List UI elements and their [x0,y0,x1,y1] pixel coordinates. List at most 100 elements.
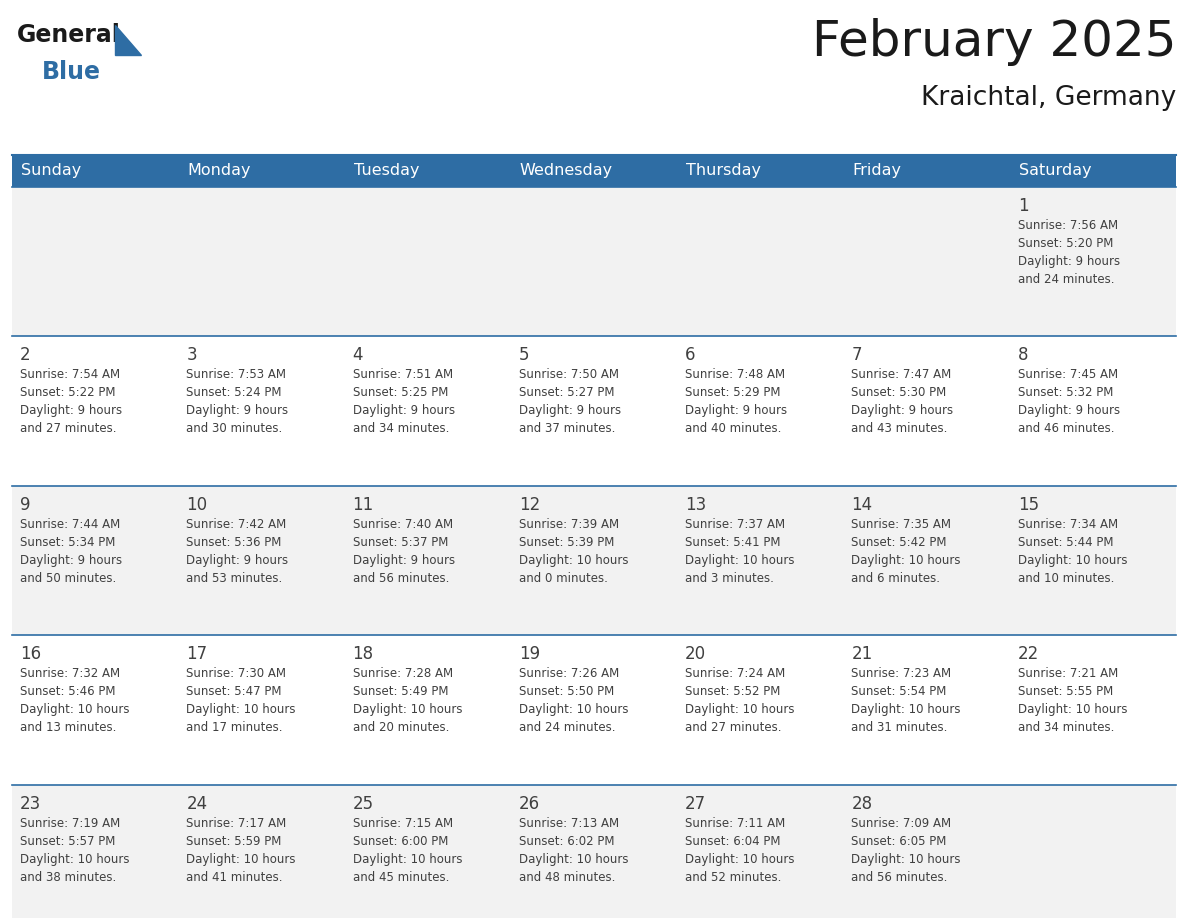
Text: Daylight: 9 hours: Daylight: 9 hours [20,405,122,418]
Bar [677,187,843,336]
Text: Sunrise: 7:21 AM: Sunrise: 7:21 AM [1018,667,1118,680]
Bar [1010,785,1176,918]
Bar [345,486,511,635]
Text: Daylight: 10 hours: Daylight: 10 hours [353,703,462,716]
Text: Sunset: 6:00 PM: Sunset: 6:00 PM [353,834,448,847]
Text: Daylight: 10 hours: Daylight: 10 hours [852,554,961,566]
Text: and 24 minutes.: and 24 minutes. [519,722,615,734]
Polygon shape [115,25,141,55]
Text: Daylight: 10 hours: Daylight: 10 hours [685,554,795,566]
Text: 14: 14 [852,496,872,514]
Text: Daylight: 9 hours: Daylight: 9 hours [353,405,455,418]
Text: Sunrise: 7:24 AM: Sunrise: 7:24 AM [685,667,785,680]
Text: Sunset: 5:52 PM: Sunset: 5:52 PM [685,685,781,699]
Text: Sunset: 5:44 PM: Sunset: 5:44 PM [1018,536,1113,549]
Text: and 24 minutes.: and 24 minutes. [1018,273,1114,286]
Text: Wednesday: Wednesday [520,162,613,177]
Text: Sunday: Sunday [21,162,81,177]
Text: Sunset: 6:02 PM: Sunset: 6:02 PM [519,834,614,847]
Bar [511,187,677,336]
Text: Friday: Friday [853,162,902,177]
Text: 13: 13 [685,496,707,514]
Text: Kraichtal, Germany: Kraichtal, Germany [921,85,1176,111]
Text: 27: 27 [685,795,707,812]
Text: Sunset: 5:24 PM: Sunset: 5:24 PM [187,386,282,399]
Text: and 31 minutes.: and 31 minutes. [852,722,948,734]
Text: 5: 5 [519,346,530,364]
Text: Sunset: 5:39 PM: Sunset: 5:39 PM [519,536,614,549]
Text: Sunset: 5:49 PM: Sunset: 5:49 PM [353,685,448,699]
Text: Sunset: 6:05 PM: Sunset: 6:05 PM [852,834,947,847]
Text: Sunset: 5:25 PM: Sunset: 5:25 PM [353,386,448,399]
Text: Sunrise: 7:13 AM: Sunrise: 7:13 AM [519,817,619,830]
Bar [12,785,178,918]
Text: and 17 minutes.: and 17 minutes. [187,722,283,734]
Bar [843,486,1010,635]
Text: and 56 minutes.: and 56 minutes. [852,870,948,884]
Text: and 41 minutes.: and 41 minutes. [187,870,283,884]
Bar [677,336,843,486]
Bar [843,635,1010,785]
Text: 8: 8 [1018,346,1029,364]
Text: Sunrise: 7:19 AM: Sunrise: 7:19 AM [20,817,120,830]
Text: Sunrise: 7:34 AM: Sunrise: 7:34 AM [1018,518,1118,531]
Text: Sunrise: 7:17 AM: Sunrise: 7:17 AM [187,817,286,830]
Text: Daylight: 9 hours: Daylight: 9 hours [20,554,122,566]
Text: Sunset: 5:55 PM: Sunset: 5:55 PM [1018,685,1113,699]
Text: Sunrise: 7:50 AM: Sunrise: 7:50 AM [519,368,619,381]
Text: 20: 20 [685,645,707,663]
Text: Tuesday: Tuesday [354,162,419,177]
Bar [843,785,1010,918]
Text: Sunset: 5:37 PM: Sunset: 5:37 PM [353,536,448,549]
Text: and 50 minutes.: and 50 minutes. [20,572,116,585]
Text: Sunset: 5:41 PM: Sunset: 5:41 PM [685,536,781,549]
Bar [345,187,511,336]
Text: Sunrise: 7:26 AM: Sunrise: 7:26 AM [519,667,619,680]
Text: Daylight: 10 hours: Daylight: 10 hours [20,703,129,716]
Text: Daylight: 9 hours: Daylight: 9 hours [187,405,289,418]
Text: Daylight: 9 hours: Daylight: 9 hours [1018,255,1120,268]
Text: 28: 28 [852,795,872,812]
Text: and 3 minutes.: and 3 minutes. [685,572,775,585]
Text: Sunrise: 7:54 AM: Sunrise: 7:54 AM [20,368,120,381]
Text: Sunrise: 7:39 AM: Sunrise: 7:39 AM [519,518,619,531]
Text: Sunset: 5:20 PM: Sunset: 5:20 PM [1018,237,1113,250]
Text: and 13 minutes.: and 13 minutes. [20,722,116,734]
Bar [12,486,178,635]
Text: Sunrise: 7:56 AM: Sunrise: 7:56 AM [1018,219,1118,232]
Bar [677,635,843,785]
Text: Sunrise: 7:30 AM: Sunrise: 7:30 AM [187,667,286,680]
Text: 25: 25 [353,795,374,812]
Text: and 34 minutes.: and 34 minutes. [1018,722,1114,734]
Text: Sunrise: 7:45 AM: Sunrise: 7:45 AM [1018,368,1118,381]
Text: Daylight: 10 hours: Daylight: 10 hours [685,853,795,866]
Text: Sunset: 5:29 PM: Sunset: 5:29 PM [685,386,781,399]
Bar [511,635,677,785]
Text: Sunrise: 7:11 AM: Sunrise: 7:11 AM [685,817,785,830]
Text: and 0 minutes.: and 0 minutes. [519,572,608,585]
Text: 15: 15 [1018,496,1038,514]
Text: and 6 minutes.: and 6 minutes. [852,572,941,585]
Text: 7: 7 [852,346,862,364]
Bar [178,336,345,486]
Text: Sunrise: 7:44 AM: Sunrise: 7:44 AM [20,518,120,531]
Text: and 30 minutes.: and 30 minutes. [187,422,283,435]
Text: Daylight: 9 hours: Daylight: 9 hours [852,405,954,418]
Bar [178,187,345,336]
Text: Sunrise: 7:32 AM: Sunrise: 7:32 AM [20,667,120,680]
Text: and 27 minutes.: and 27 minutes. [20,422,116,435]
Text: Sunrise: 7:42 AM: Sunrise: 7:42 AM [187,518,286,531]
Text: Sunrise: 7:51 AM: Sunrise: 7:51 AM [353,368,453,381]
Text: Daylight: 10 hours: Daylight: 10 hours [1018,554,1127,566]
Text: 3: 3 [187,346,197,364]
Text: Sunset: 5:57 PM: Sunset: 5:57 PM [20,834,115,847]
Bar [1010,187,1176,336]
Text: Daylight: 9 hours: Daylight: 9 hours [519,405,621,418]
Text: Sunset: 5:47 PM: Sunset: 5:47 PM [187,685,282,699]
Bar [12,635,178,785]
Bar [345,635,511,785]
Bar [511,785,677,918]
Text: 11: 11 [353,496,374,514]
Text: 4: 4 [353,346,364,364]
Text: Daylight: 10 hours: Daylight: 10 hours [852,853,961,866]
